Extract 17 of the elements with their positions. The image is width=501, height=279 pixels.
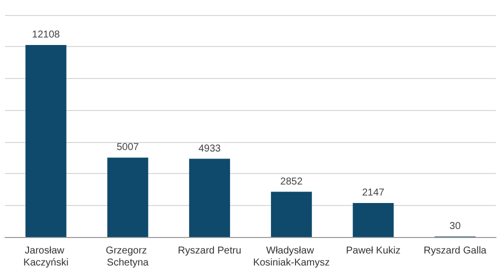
bar <box>25 45 66 237</box>
data-label: 5007 <box>116 142 140 154</box>
bar <box>107 158 148 237</box>
x-tick-label: Ryszard Petru <box>178 246 242 256</box>
x-tick-label: Paweł Kukiz <box>346 246 400 256</box>
data-label: 12108 <box>32 30 60 40</box>
data-label: 2147 <box>362 187 385 198</box>
x-tick-label: Grzegorz Schetyna <box>106 246 150 268</box>
x-tick-label: Ryszard Galla <box>424 246 487 256</box>
bar <box>352 202 394 237</box>
bar <box>270 192 312 237</box>
data-label: 4933 <box>198 143 222 154</box>
x-tick-label: Jarosław Kaczyński <box>23 246 68 268</box>
bar <box>189 158 230 237</box>
data-label: 30 <box>450 221 462 232</box>
x-tick-label: Władysław Kosiniak-Kamysz <box>253 246 330 268</box>
data-label: 2852 <box>280 176 303 188</box>
